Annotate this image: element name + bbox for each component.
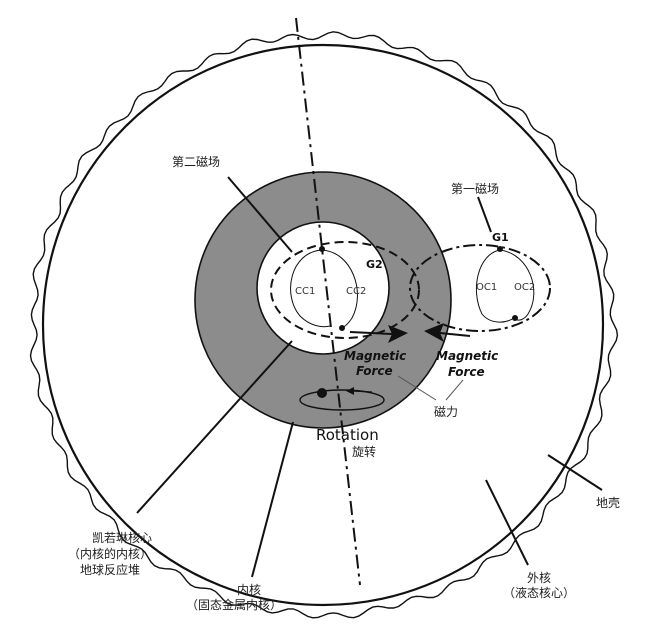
second-field-label: 第二磁场 [172, 154, 220, 169]
kerrin-core-label-line3: 地球反应堆 [80, 562, 140, 577]
rotation-label: Rotation [316, 426, 379, 444]
magnetic-force-zh-label: 磁力 [434, 404, 458, 419]
crust-label: 地壳 [596, 496, 620, 510]
magnetic-force-right-line1: Magnetic [436, 349, 498, 363]
magnetic-force-left-line2: Force [356, 364, 393, 378]
magnetic-force-arrow-left [349, 331, 393, 335]
oc1-label: OC1 [476, 282, 497, 293]
cc-dot-top [319, 246, 325, 252]
g1-label: G1 [492, 231, 509, 244]
kerrin-core [256, 221, 390, 355]
force-leader-right [445, 379, 464, 401]
cc-orbit-left [290, 249, 331, 328]
inner-core-leader [251, 421, 294, 578]
outer-core-circle [41, 43, 605, 607]
rotation-ball [317, 388, 327, 398]
inner-core-label-line2: （固态金属内核） [186, 597, 282, 612]
rotation-orbit [299, 389, 385, 411]
oc-orbit-left [475, 249, 515, 323]
cc-dot-bottom [339, 325, 345, 331]
cc2-label: CC2 [346, 286, 366, 297]
kerrin-core-label-line2: （内核的内核） [68, 546, 152, 561]
outer-core-label-line2: （液态核心） [503, 585, 575, 600]
magnetic-force-arrow-right [439, 332, 471, 337]
oc-dot-bottom [512, 315, 518, 321]
rotation-zh-label: 旋转 [352, 444, 376, 459]
force-leader-left [397, 375, 437, 401]
crust-boundary [29, 31, 619, 619]
cc1-label: CC1 [295, 286, 315, 297]
outer-core-label-line1: 外核 [527, 571, 551, 585]
outer-core-leader [485, 479, 529, 566]
oc-dot-top [497, 246, 503, 252]
magnetic-force-arrowhead-right [424, 323, 444, 342]
inner-core-label-line1: 内核 [237, 583, 261, 597]
first-field-loop [409, 244, 551, 332]
oc2-label: OC2 [514, 282, 535, 293]
second-field-leader [227, 176, 293, 253]
oc-orbit-right [499, 249, 535, 321]
second-field-loop [270, 241, 420, 339]
first-field-label: 第一磁场 [451, 181, 499, 196]
g2-label: G2 [366, 258, 383, 271]
kerrin-core-leader [136, 340, 293, 514]
rotation-arrowhead [346, 387, 354, 395]
rotation-arrow [351, 390, 373, 393]
crust-leader [547, 454, 603, 491]
magnetic-force-right-line2: Force [448, 365, 485, 379]
magnetic-force-left-line1: Magnetic [344, 349, 406, 363]
magnetic-force-arrowhead-left [388, 325, 408, 343]
first-field-leader [477, 196, 492, 233]
kerrin-core-label-line1: 凯若琳核心 [92, 531, 152, 545]
